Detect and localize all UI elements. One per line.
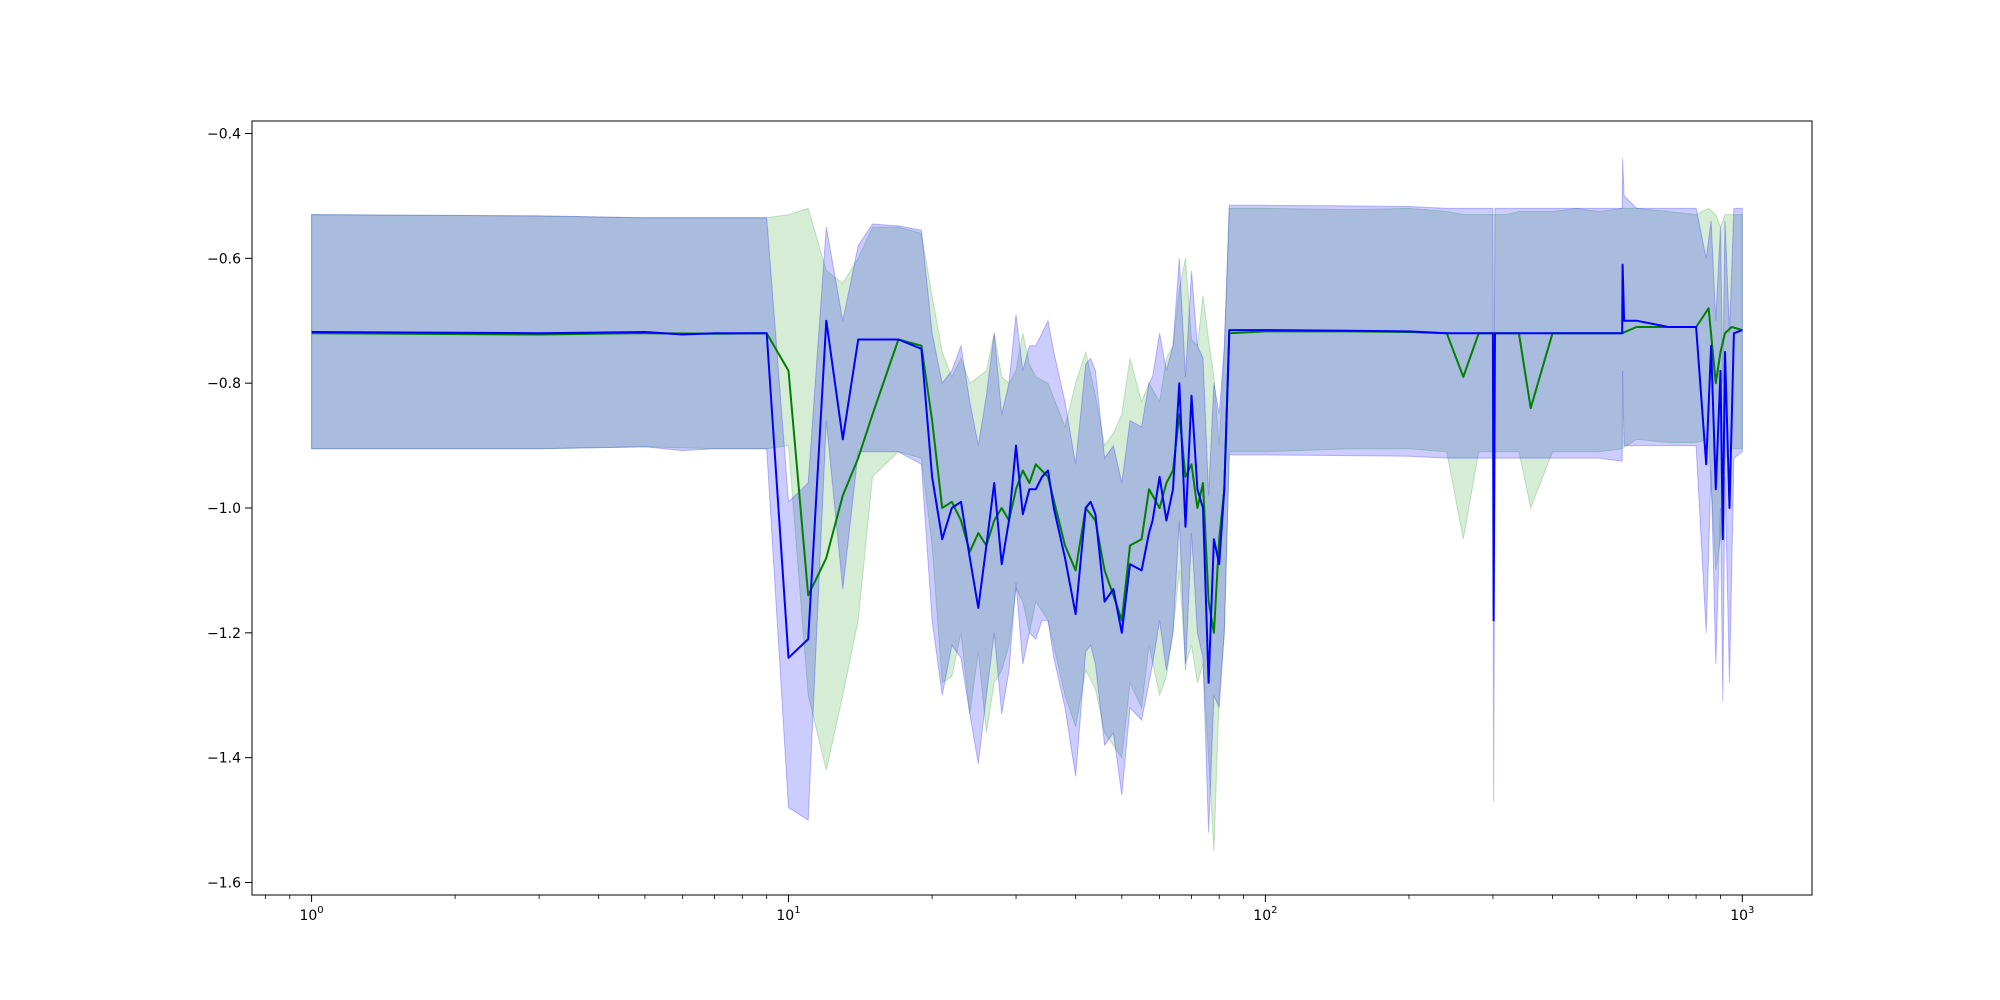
x-tick-base: 10 (299, 908, 317, 924)
band-series-1 (311, 207, 1743, 852)
x-tick-exponent: 0 (317, 905, 323, 916)
x-tick-label: 100 (299, 905, 323, 924)
x-tick-base: 10 (1253, 908, 1271, 924)
y-tick-label: −1.0 (207, 501, 241, 517)
y-tick-label: −0.8 (207, 376, 241, 392)
x-tick-base: 10 (1730, 908, 1748, 924)
series-lines (311, 263, 1743, 684)
x-tick-exponent: 3 (1748, 905, 1754, 916)
x-tick-base: 10 (776, 908, 794, 924)
x-tick-label: 102 (1253, 905, 1277, 924)
x-tick-label: 101 (776, 905, 800, 924)
x-axis: 100 101 102 103 (264, 895, 1754, 924)
y-tick-label: −1.4 (207, 751, 241, 767)
x-tick-exponent: 1 (794, 905, 800, 916)
mean-line-series-2 (311, 263, 1743, 684)
y-axis: −0.4 −0.6 −0.8 −1.0 −1.2 −1.4 −1.6 (207, 126, 252, 892)
y-tick-label: −1.2 (207, 626, 241, 642)
x-tick-label: 103 (1730, 905, 1754, 924)
y-tick-label: −1.6 (207, 876, 241, 892)
x-tick-exponent: 2 (1271, 905, 1277, 916)
y-tick-label: −0.6 (207, 251, 241, 267)
y-tick-label: −0.4 (207, 126, 241, 142)
